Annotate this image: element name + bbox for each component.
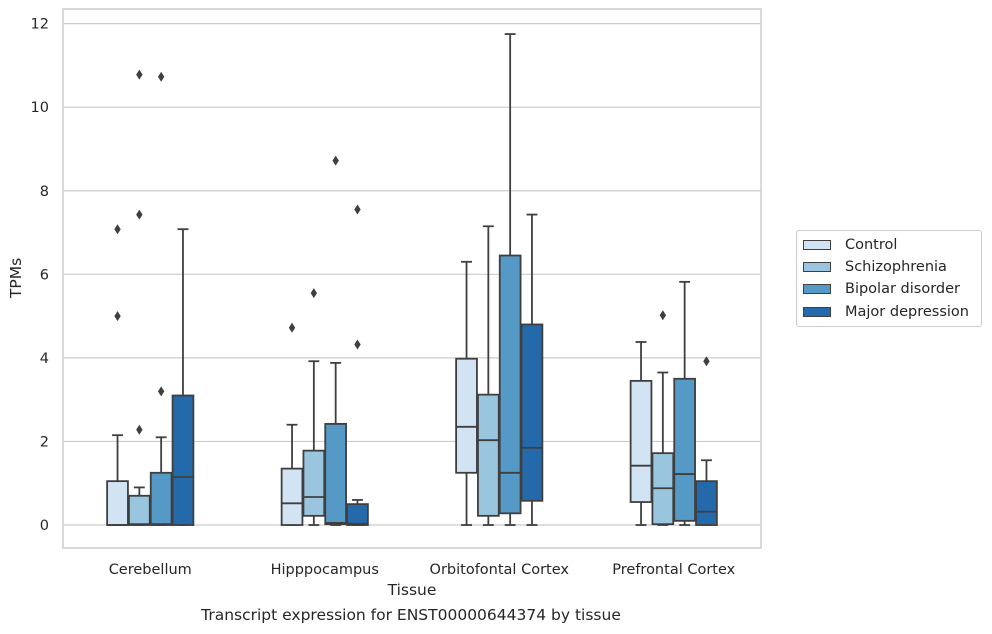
legend-item-schizophrenia: Schizophrenia — [803, 257, 947, 277]
box-3-3 — [695, 356, 718, 526]
box-0-3 — [629, 341, 653, 526]
box-iqr — [455, 357, 478, 474]
x-tick-labels: Cerebellum Hipppocampus Orbitofontal Corte… — [109, 562, 736, 578]
box-3-1 — [346, 204, 369, 526]
outlier-point — [136, 69, 143, 80]
outlier-point — [114, 224, 121, 235]
legend-item-major-depression: Major depression — [803, 302, 969, 322]
box-2-1 — [324, 155, 347, 526]
box-iqr — [280, 467, 304, 526]
legend-item-bipolar-disorder: Bipolar disorder — [803, 279, 960, 299]
chart-caption: Transcript expression for ENST0000064437… — [201, 606, 621, 624]
legend-label-bipolar-disorder: Bipolar disorder — [845, 281, 960, 297]
plot-frame — [62, 8, 762, 549]
box-3-2 — [520, 213, 544, 526]
box-iqr — [106, 480, 129, 526]
outlier-point — [332, 155, 339, 166]
box-iqr — [149, 471, 173, 526]
box-iqr — [346, 503, 369, 526]
outlier-point — [114, 311, 121, 322]
box-iqr — [498, 254, 522, 515]
box-0-0 — [106, 224, 129, 526]
y-tick-label: 0 — [40, 518, 49, 534]
legend-label-control: Control — [845, 237, 898, 253]
outlier-point — [136, 209, 143, 220]
y-tick-label: 10 — [31, 100, 49, 116]
box-1-1 — [302, 288, 326, 526]
outlier-point — [157, 386, 165, 397]
legend-label-major-depression: Major depression — [845, 304, 969, 320]
box-3-0 — [171, 228, 195, 526]
box-iqr — [324, 423, 347, 526]
box-iqr — [520, 323, 544, 502]
y-tick-label: 8 — [40, 184, 49, 200]
y-tick-label: 12 — [31, 17, 49, 33]
box-0-1 — [280, 322, 304, 526]
outlier-point — [157, 71, 165, 82]
box-0-2 — [455, 260, 478, 526]
box-iqr — [128, 494, 151, 526]
box-iqr — [695, 480, 718, 526]
y-tick-label: 2 — [40, 434, 49, 450]
box-iqr — [673, 377, 696, 522]
outlier-point — [310, 288, 318, 299]
y-tick-label: 4 — [40, 351, 49, 367]
outlier-point — [354, 339, 361, 350]
legend-swatch-control — [803, 240, 831, 250]
legend: Control Schizophrenia Bipolar disorder M… — [796, 230, 982, 327]
outlier-point — [288, 322, 296, 333]
box-iqr — [629, 379, 653, 503]
y-tick-labels: 0 2 4 6 8 10 12 — [31, 17, 49, 534]
x-tick-label: Cerebellum — [109, 562, 192, 578]
boxes — [106, 33, 718, 526]
y-tick-label: 6 — [40, 267, 49, 283]
outlier-point — [659, 310, 667, 321]
legend-swatch-major-depression — [803, 307, 831, 317]
box-iqr — [477, 393, 500, 517]
x-tick-label: Hipppocampus — [271, 562, 379, 578]
box-2-0 — [149, 71, 173, 526]
box-1-0 — [128, 69, 151, 526]
x-axis-label: Tissue — [387, 581, 437, 599]
box-iqr — [171, 394, 195, 526]
legend-label-schizophrenia: Schizophrenia — [845, 259, 947, 275]
box-1-3 — [651, 310, 675, 526]
outlier-point — [703, 356, 710, 367]
box-2-3 — [673, 280, 696, 526]
box-2-2 — [498, 33, 522, 526]
legend-swatch-schizophrenia — [803, 262, 831, 272]
x-tick-label: Orbitofontal Cortex — [430, 562, 570, 578]
outlier-point — [354, 204, 361, 215]
legend-item-control: Control — [803, 235, 897, 255]
y-axis-label: TPMs — [7, 258, 25, 299]
legend-swatch-bipolar-disorder — [803, 284, 831, 294]
box-iqr — [302, 449, 326, 517]
outlier-point — [136, 424, 143, 435]
box-1-2 — [477, 225, 500, 526]
x-tick-label: Prefrontal Cortex — [612, 562, 735, 578]
